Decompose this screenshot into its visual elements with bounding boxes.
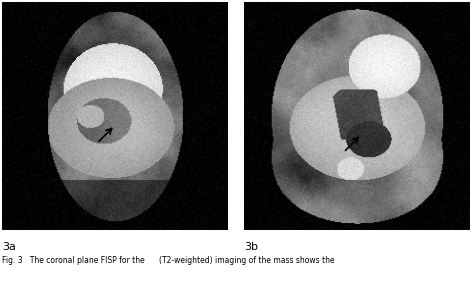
Text: Fig. 3   The coronal plane FISP for the      (T2-weighted) imaging of the mass s: Fig. 3 The coronal plane FISP for the (T… — [2, 256, 335, 265]
Text: 3a: 3a — [2, 242, 16, 252]
Text: 3b: 3b — [244, 242, 258, 252]
